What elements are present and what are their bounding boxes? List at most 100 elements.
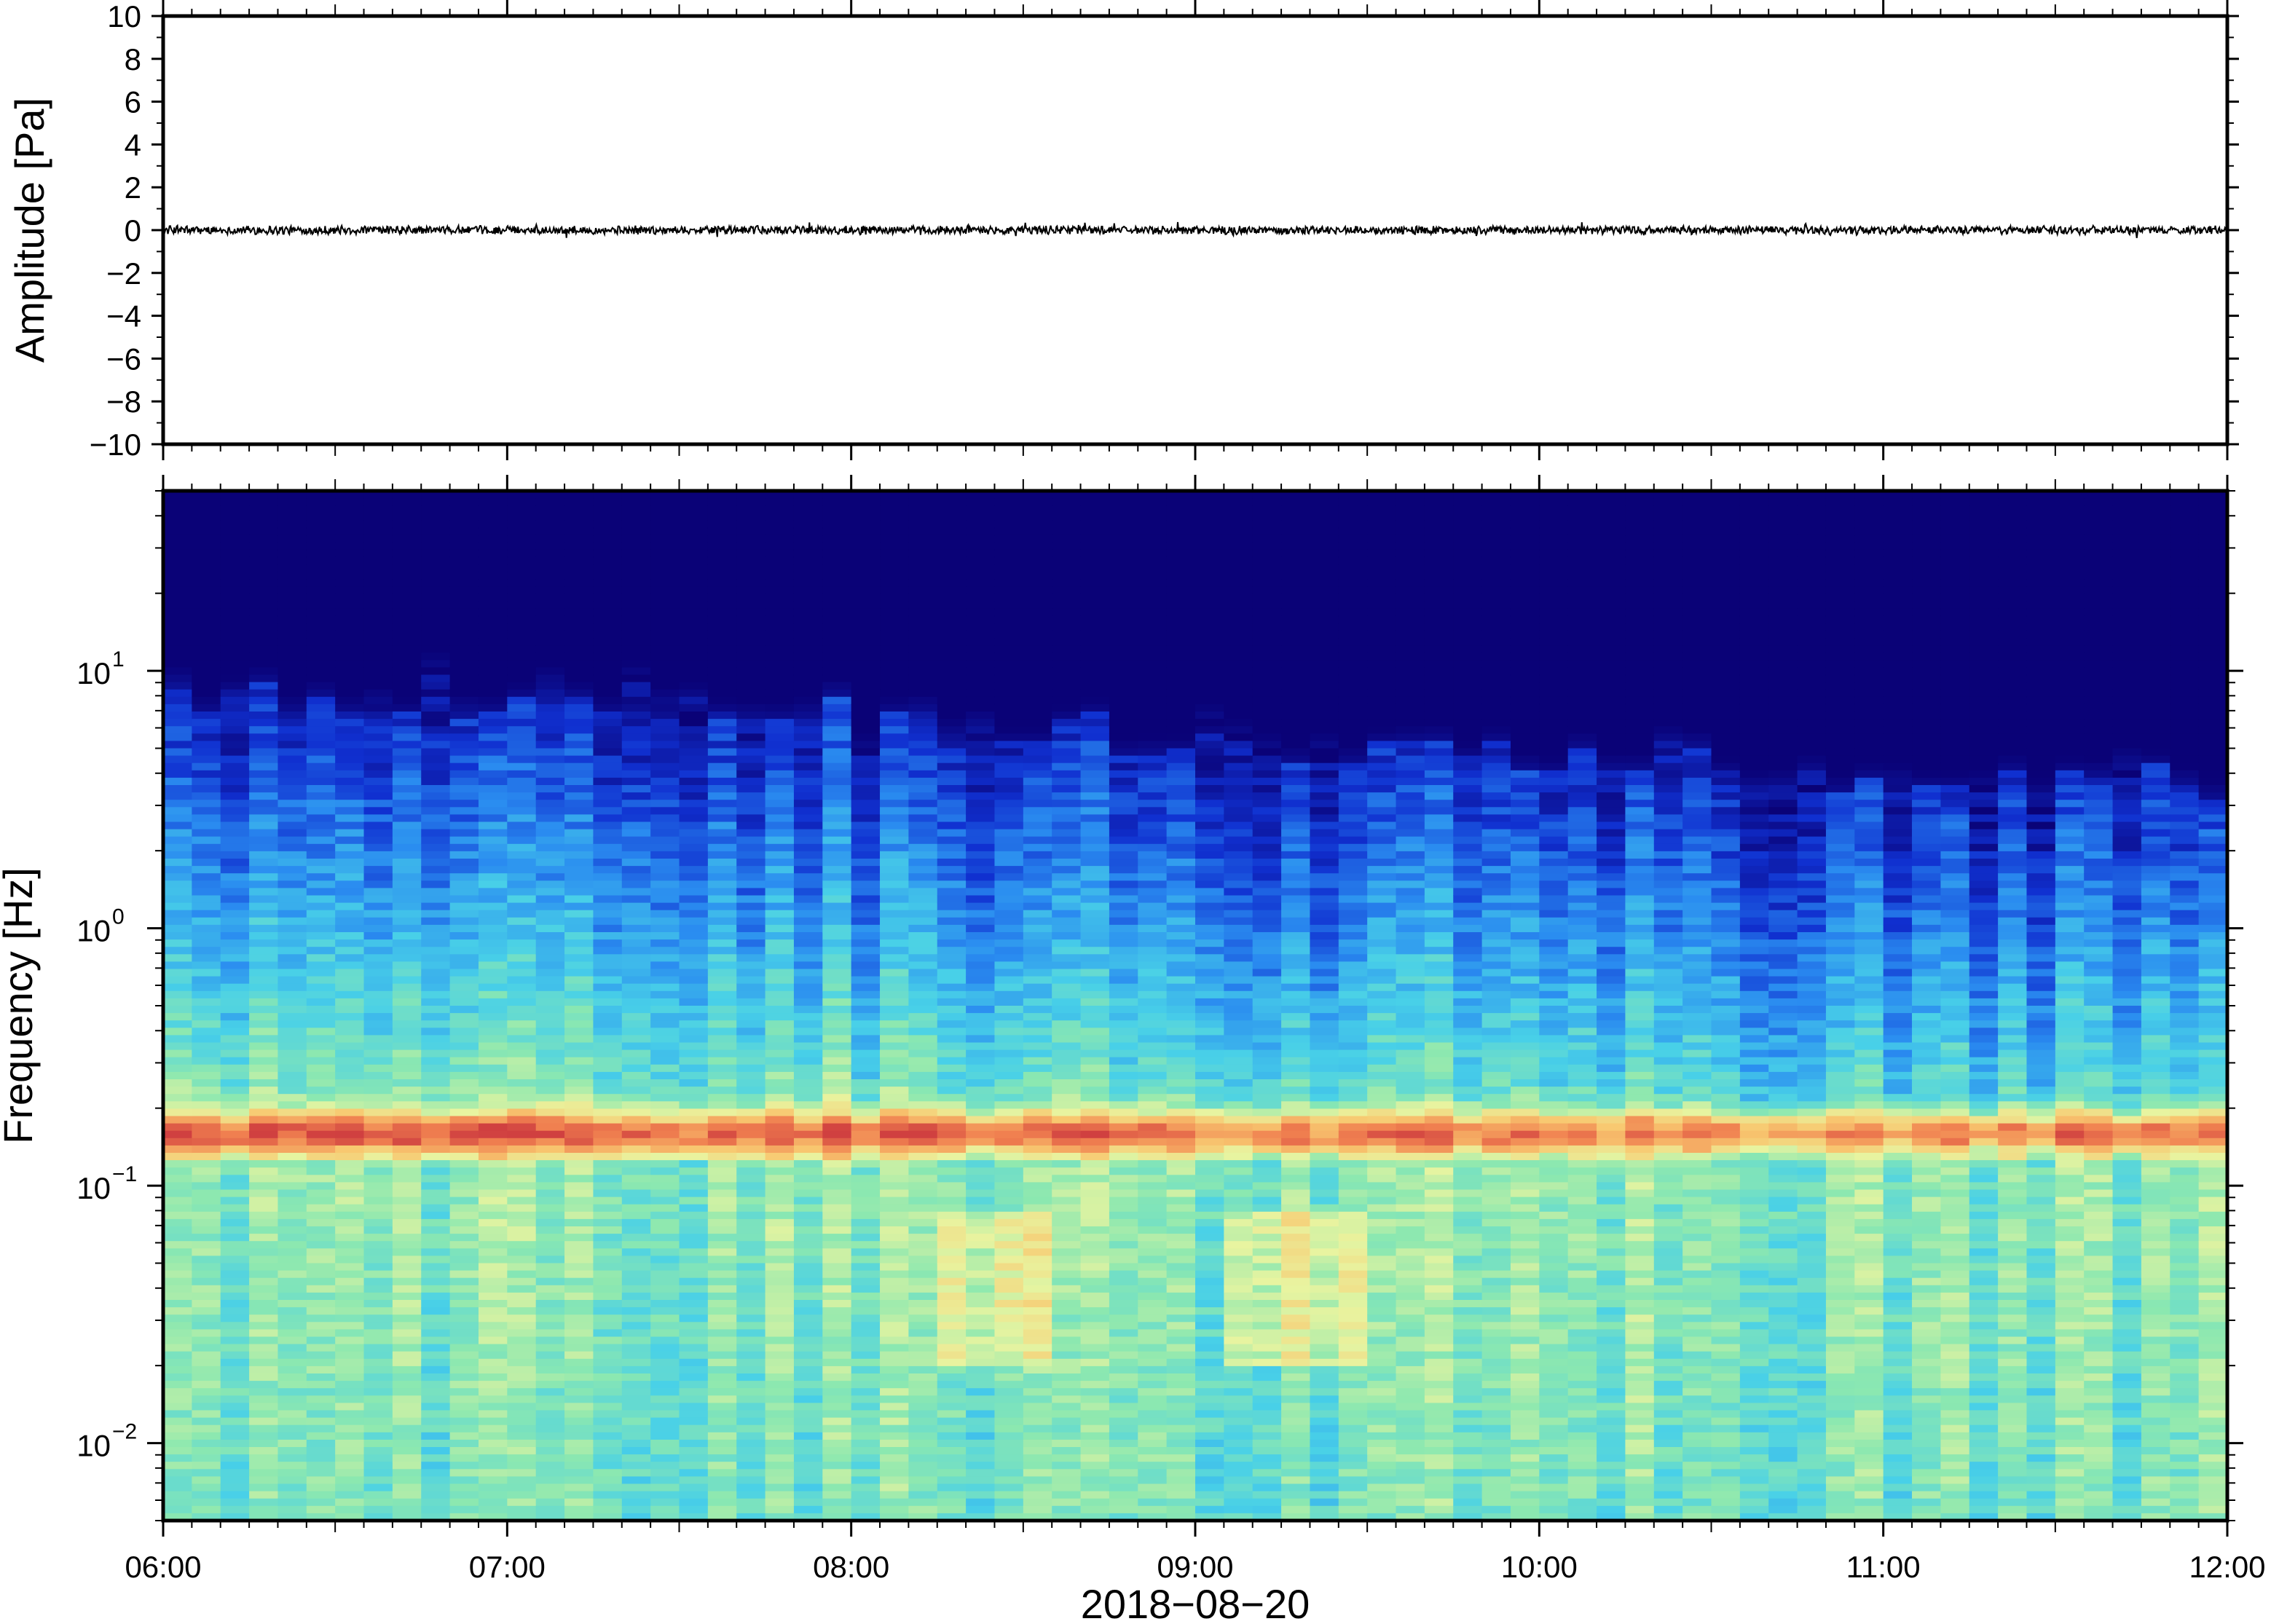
spectrogram-cell <box>564 1094 594 1102</box>
spectrogram-cell <box>564 1145 594 1154</box>
spectrogram-cell <box>421 814 451 823</box>
spectrogram-cell <box>249 755 279 764</box>
spectrogram-cell <box>478 719 508 727</box>
spectrogram-cell <box>278 1116 307 1124</box>
spectrogram-cell <box>163 1130 192 1139</box>
spectrogram-cell <box>707 564 737 572</box>
spectrogram-cell <box>335 1403 365 1411</box>
spectrogram-cell <box>220 1424 250 1433</box>
spectrogram-cell <box>908 770 938 779</box>
spectrogram-cell <box>478 1307 508 1315</box>
spectrogram-cell <box>535 910 565 918</box>
spectrogram-cell <box>1023 983 1052 992</box>
spectrogram-cell <box>335 1211 365 1220</box>
spectrogram-cell <box>880 762 909 771</box>
spectrogram-cell <box>278 630 307 639</box>
spectrogram-cell <box>249 976 279 985</box>
spectrogram-cell <box>851 1476 881 1485</box>
spectrogram-cell <box>535 1498 565 1507</box>
spectrogram-cell <box>822 1079 852 1087</box>
spectrogram-cell <box>392 1462 422 1470</box>
spectrogram-cell <box>1109 549 1138 558</box>
spectrogram-cell <box>249 1270 279 1279</box>
spectrogram-cell <box>851 1079 881 1087</box>
spectrogram-cell <box>851 851 881 859</box>
spectrogram-cell <box>1080 1211 1110 1220</box>
spectrogram-cell <box>650 1403 680 1411</box>
spectrogram-cell <box>1052 1462 1082 1470</box>
spectrogram-cell <box>621 1491 651 1499</box>
spectrogram-cell <box>880 1211 909 1220</box>
spectrogram-cell <box>564 873 594 881</box>
spectrogram-cell <box>449 939 479 947</box>
spectrogram-cell <box>421 1432 451 1440</box>
spectrogram-cell <box>278 542 307 551</box>
spectrogram-cell <box>650 1292 680 1301</box>
spectrogram-cell <box>1023 976 1052 985</box>
spectrogram-cell <box>392 660 422 668</box>
spectrogram-cell <box>392 1285 422 1293</box>
spectrogram-cell <box>707 1365 737 1374</box>
spectrogram-cell <box>1052 1218 1082 1227</box>
spectrogram-cell <box>1080 1491 1110 1499</box>
spectrogram-cell <box>249 1307 279 1315</box>
spectrogram-cell <box>679 1167 709 1175</box>
spectrogram-cell <box>564 910 594 918</box>
spectrogram-cell <box>851 1226 881 1234</box>
spectrogram-cell <box>507 1322 537 1330</box>
spectrogram-cell <box>966 741 996 749</box>
spectrogram-cell <box>421 1417 451 1426</box>
spectrogram-cell <box>363 1218 393 1227</box>
spectrogram-cell <box>363 1197 393 1205</box>
spectrogram-cell <box>192 1079 221 1087</box>
spectrogram-cell <box>793 777 823 786</box>
spectrogram-cell <box>679 1145 709 1154</box>
spectrogram-cell <box>1023 917 1052 926</box>
spectrogram-cell <box>535 1087 565 1095</box>
spectrogram-cell <box>335 1307 365 1315</box>
spectrogram-cell <box>535 1013 565 1021</box>
spectrogram-cell <box>335 807 365 815</box>
spectrogram-cell <box>593 859 623 867</box>
spectrogram-cell <box>966 726 996 734</box>
spectrogram-cell <box>192 1182 221 1191</box>
spectrogram-cell <box>1023 1469 1052 1477</box>
spectrogram-cell <box>679 696 709 705</box>
spectrogram-cell <box>220 667 250 676</box>
spectrogram-cell <box>220 859 250 867</box>
spectrogram-cell <box>220 924 250 933</box>
spectrogram-cell <box>363 696 393 705</box>
spectrogram-cell <box>335 777 365 786</box>
spectrogram-cell <box>335 1292 365 1301</box>
spectrogram-cell <box>363 1388 393 1396</box>
spectrogram-cell <box>163 969 192 977</box>
spectrogram-cell <box>1052 1285 1082 1293</box>
spectrogram-cell <box>679 1042 709 1051</box>
spectrogram-cell <box>1080 1189 1110 1198</box>
spectrogram-cell <box>679 1373 709 1381</box>
spectrogram-cell <box>335 1388 365 1396</box>
spectrogram-cell <box>851 1432 881 1440</box>
spectrogram-cell <box>650 491 680 499</box>
spectrogram-cell <box>707 1256 737 1264</box>
spectrogram-cell <box>507 851 537 859</box>
spectrogram-cell <box>966 770 996 779</box>
spectrogram-cell <box>564 1314 594 1323</box>
spectrogram-cell <box>765 608 795 617</box>
spectrogram-cell <box>478 696 508 705</box>
spectrogram-cell <box>679 549 709 558</box>
spectrogram-cell <box>507 1432 537 1440</box>
spectrogram-cell <box>1052 1300 1082 1308</box>
spectrogram-cell <box>880 1358 909 1367</box>
spectrogram-cell <box>880 1388 909 1396</box>
spectrogram-cell <box>1109 1057 1138 1065</box>
spectrogram-cell <box>994 638 1024 646</box>
spectrogram-cell <box>994 785 1024 793</box>
spectrogram-cell <box>765 1145 795 1154</box>
spectrogram-cell <box>650 703 680 712</box>
spectrogram-cell <box>335 594 365 602</box>
spectrogram-cell <box>535 564 565 572</box>
spectrogram-cell <box>650 939 680 947</box>
spectrogram-cell <box>621 1145 651 1154</box>
spectrogram-cell <box>507 1167 537 1175</box>
